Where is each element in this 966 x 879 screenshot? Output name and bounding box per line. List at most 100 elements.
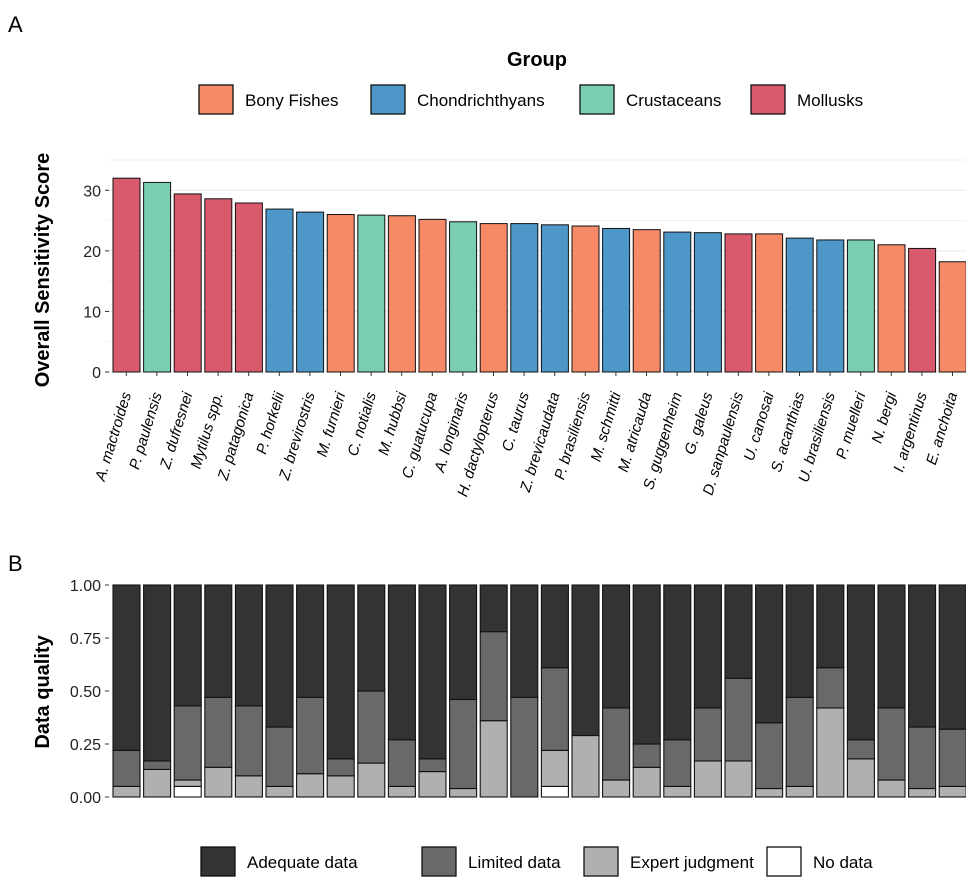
- segment-expert-judgment-u-canosai: [755, 787, 784, 798]
- segment-limited-data-a-mactroides: [112, 749, 141, 787]
- segment-adequate-data-c-notialis: [357, 584, 386, 692]
- legend-label-limited-data: Limited data: [468, 853, 561, 872]
- y-tick-label-a: 10: [83, 304, 101, 321]
- segment-expert-judgment-p-brasiliensis: [571, 734, 600, 798]
- bar-m-furnieri: [326, 214, 355, 373]
- bar-u-canosai: [755, 233, 784, 373]
- bar-i-argentinus: [908, 247, 937, 373]
- segment-adequate-data-g-galeus: [693, 584, 722, 709]
- bar-p-brasiliensis: [571, 225, 600, 373]
- segment-adequate-data-m-atricauda: [632, 584, 661, 745]
- x-tick-label-p-horkelii: P. horkelii: [253, 390, 288, 457]
- segment-expert-judgment-c-notialis: [357, 762, 386, 798]
- segment-adequate-data-m-furnieri: [326, 584, 355, 760]
- segment-no-data-z-brevicaudata: [540, 785, 569, 798]
- segment-adequate-data-d-sanpaulensis: [724, 584, 753, 679]
- x-tick-label-g-galeus: G. galeus: [681, 390, 716, 457]
- segment-limited-data-d-sanpaulensis: [724, 677, 753, 762]
- segment-adequate-data-z-brevicaudata: [540, 584, 569, 669]
- bar-a-mactroides: [112, 177, 141, 373]
- x-tick-label-c-taurus: C. taurus: [499, 390, 533, 454]
- segment-adequate-data-u-brasiliensis: [816, 584, 845, 669]
- segment-expert-judgment-c-guatucupa: [418, 771, 447, 798]
- bar-mytilus-spp: [204, 198, 233, 373]
- segment-adequate-data-c-taurus: [510, 584, 539, 698]
- segment-limited-data-z-brevirostris: [296, 696, 325, 775]
- segment-limited-data-u-brasiliensis: [816, 667, 845, 709]
- segment-adequate-data-m-schmitti: [602, 584, 631, 709]
- x-tick-label-m-hubbsi: M. hubbsi: [375, 390, 410, 458]
- y-tick-label-a: 20: [83, 244, 101, 261]
- segment-adequate-data-u-canosai: [755, 584, 784, 724]
- x-tick-label-c-notialis: C. notialis: [344, 390, 380, 458]
- segment-expert-judgment-m-furnieri: [326, 775, 355, 798]
- bar-c-notialis: [357, 214, 386, 373]
- segment-adequate-data-n-bergi: [877, 584, 906, 709]
- bar-u-brasiliensis: [816, 239, 845, 373]
- bar-h-dactylopterus: [479, 223, 508, 373]
- bar-c-taurus: [510, 223, 539, 373]
- segment-adequate-data-i-argentinus: [908, 584, 937, 728]
- segment-adequate-data-z-dufresnei: [173, 584, 202, 707]
- segment-adequate-data-p-horkelii: [265, 584, 294, 728]
- segment-expert-judgment-a-mactroides: [112, 785, 141, 798]
- bar-m-hubbsi: [387, 215, 416, 373]
- legend-label-mollusks: Mollusks: [797, 91, 863, 110]
- legend-label-crustaceans: Crustaceans: [626, 91, 721, 110]
- bar-z-dufresnei: [173, 193, 202, 373]
- segment-limited-data-p-horkelii: [265, 726, 294, 787]
- y-tick-label-b: 0.25: [70, 737, 101, 754]
- segment-expert-judgment-z-dufresnei: [173, 779, 202, 787]
- segment-limited-data-m-atricauda: [632, 743, 661, 768]
- segment-expert-judgment-z-brevicaudata: [540, 749, 569, 787]
- bar-s-guggenheim: [663, 231, 692, 373]
- bars-b: [112, 584, 966, 798]
- legend-title: Group: [507, 49, 567, 71]
- segment-expert-judgment-m-atricauda: [632, 766, 661, 798]
- segment-adequate-data-z-brevirostris: [296, 584, 325, 698]
- bar-p-horkelii: [265, 208, 294, 373]
- segment-expert-judgment-a-longinaris: [449, 787, 478, 798]
- legend-label-chondrichthyans: Chondrichthyans: [417, 91, 545, 110]
- y-axis-title-a: Overall Sensitivity Score: [32, 153, 54, 388]
- segment-limited-data-m-schmitti: [602, 707, 631, 781]
- bar-p-paulensis: [143, 181, 172, 373]
- bar-m-atricauda: [632, 229, 661, 373]
- segment-expert-judgment-p-horkelii: [265, 785, 294, 798]
- legend-label-no-data: No data: [813, 853, 873, 872]
- segment-expert-judgment-u-brasiliensis: [816, 707, 845, 798]
- panel-b-label: B: [8, 551, 23, 576]
- segment-adequate-data-z-patagonica: [234, 584, 263, 707]
- segment-limited-data-m-furnieri: [326, 758, 355, 777]
- segment-adequate-data-mytilus-spp: [204, 584, 233, 698]
- segment-limited-data-s-guggenheim: [663, 739, 692, 787]
- bar-a-longinaris: [449, 221, 478, 373]
- segment-adequate-data-p-paulensis: [143, 584, 172, 762]
- segment-adequate-data-h-dactylopterus: [479, 584, 508, 633]
- segment-limited-data-u-canosai: [755, 722, 784, 790]
- legend-label-expert-judgment: Expert judgment: [630, 853, 754, 872]
- segment-limited-data-c-taurus: [510, 696, 539, 798]
- segment-expert-judgment-s-acanthias: [785, 785, 814, 798]
- legend-swatch-crustaceans: [579, 84, 615, 115]
- segment-limited-data-mytilus-spp: [204, 696, 233, 768]
- y-axis-a: 0 10 20 30: [83, 183, 109, 382]
- segment-expert-judgment-e-anchoita: [938, 785, 966, 798]
- segment-limited-data-p-paulensis: [143, 760, 172, 770]
- segment-expert-judgment-s-guggenheim: [663, 785, 692, 798]
- legend-swatch-limited-data: [421, 846, 457, 877]
- segment-limited-data-c-notialis: [357, 690, 386, 764]
- legend-swatch-expert-judgment: [583, 846, 619, 877]
- segment-expert-judgment-mytilus-spp: [204, 766, 233, 798]
- legend-swatch-chondrichthyans: [370, 84, 406, 115]
- y-tick-label-b: 1.00: [70, 578, 101, 595]
- y-axis-b: 0.00 0.25 0.50 0.75 1.00: [70, 578, 109, 807]
- bar-d-sanpaulensis: [724, 233, 753, 373]
- x-tick-label-a-mactroides: A. mactroides: [92, 390, 136, 484]
- bar-m-schmitti: [602, 227, 631, 373]
- segment-expert-judgment-i-argentinus: [908, 787, 937, 798]
- y-tick-label-a: 30: [83, 183, 101, 200]
- y-tick-label-a: 0: [92, 365, 101, 382]
